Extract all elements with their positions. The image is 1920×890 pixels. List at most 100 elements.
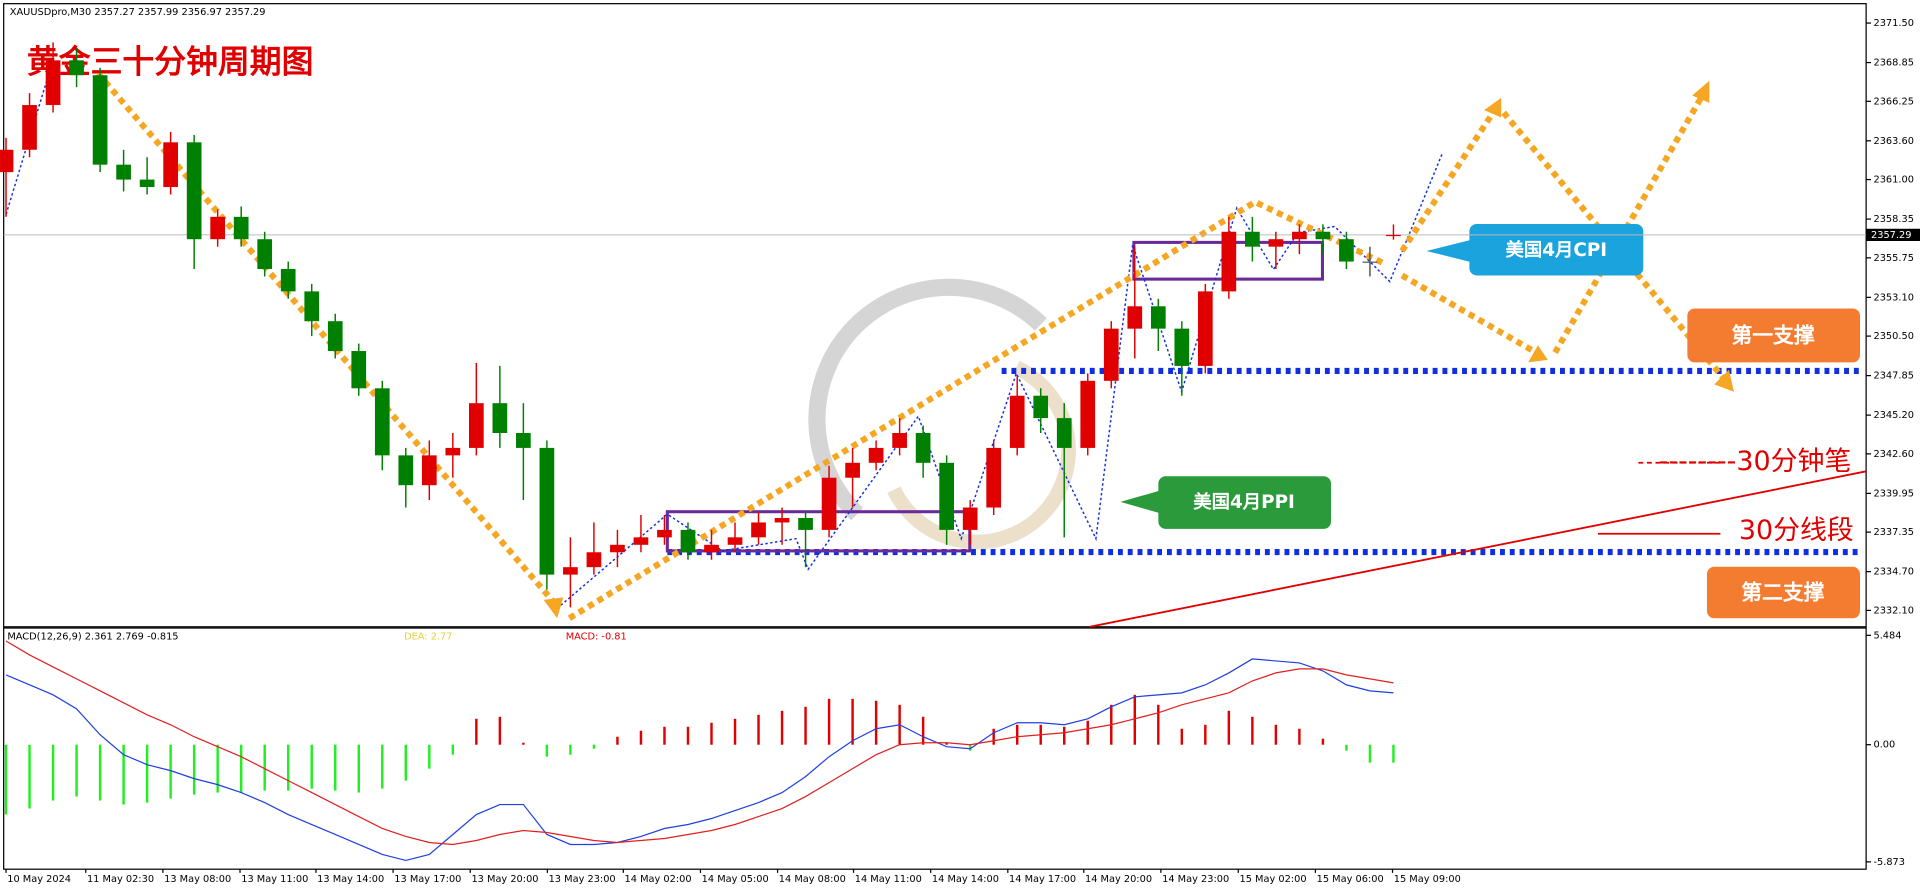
x-tick-label: 15 May 09:00 (1394, 874, 1461, 885)
candle-body (139, 179, 155, 188)
candle-body (327, 321, 343, 352)
y-tick-label: 2353.10 (1873, 292, 1913, 303)
candle-body (563, 567, 578, 575)
annotation: --------30分钟笔 (1659, 446, 1852, 477)
candle-body (939, 462, 955, 530)
candle-body (1150, 306, 1166, 329)
candle-body (1056, 418, 1072, 448)
candle-body (704, 544, 719, 553)
x-tick-label: 15 May 02:00 (1239, 874, 1306, 885)
candle-body (727, 537, 743, 545)
macd-line (5, 658, 1394, 862)
candle-body (233, 216, 249, 240)
candle-body (116, 164, 131, 180)
candle-body (398, 455, 414, 486)
x-tick-label: 14 May 20:00 (1085, 874, 1152, 885)
macd-panel (3, 627, 1867, 870)
candle-body (1080, 380, 1096, 448)
candle-body (351, 351, 367, 389)
candle-body (610, 544, 625, 553)
candle-body (22, 105, 37, 150)
candle-body (163, 142, 178, 188)
candle-body (1315, 231, 1331, 240)
x-tick-label: 15 May 06:00 (1317, 874, 1384, 885)
candle-body (915, 433, 931, 463)
callout-box (1706, 566, 1860, 619)
candle-body (586, 552, 602, 568)
candle-body (0, 149, 14, 173)
candle-body (468, 403, 484, 448)
y-tick-label: 5.484 (1873, 630, 1901, 641)
y-tick-label: 2334.70 (1873, 567, 1913, 578)
candle-body (657, 529, 672, 538)
x-tick-label: 14 May 11:00 (855, 874, 922, 885)
callout-pointer (1426, 238, 1476, 264)
y-tick-label: 2368.85 (1873, 58, 1913, 69)
x-tick-label: 13 May 23:00 (549, 874, 616, 885)
candle-body (45, 60, 61, 106)
y-tick-label: 2332.10 (1873, 605, 1913, 616)
x-tick-label: 13 May 11:00 (241, 874, 308, 885)
x-tick-label: 13 May 17:00 (394, 874, 461, 885)
candle-body (1197, 291, 1213, 366)
candle-body (1127, 306, 1143, 329)
y-tick-label: -5.873 (1873, 857, 1905, 868)
callout-text: 美国4月PPI (1193, 491, 1295, 513)
callout-pointer (1120, 489, 1164, 515)
y-tick-label: 2361.00 (1873, 175, 1913, 186)
x-tick-label: 14 May 02:00 (625, 874, 692, 885)
y-tick-label: 2339.95 (1873, 488, 1913, 499)
candle-body (1268, 239, 1284, 247)
x-tick-label: 13 May 14:00 (317, 874, 384, 885)
candle-body (445, 447, 461, 456)
candle-body (892, 433, 907, 448)
candle-body (516, 433, 531, 448)
y-tick-label: 2355.75 (1873, 253, 1913, 264)
candle-body (1386, 234, 1401, 237)
annotation: 30分线段 (1739, 515, 1854, 546)
y-tick-label: 2347.85 (1873, 371, 1913, 382)
candle-body (845, 462, 860, 478)
candle-body (69, 60, 84, 76)
y-tick-label: 2345.20 (1873, 410, 1913, 421)
callout-box (1158, 476, 1332, 529)
x-tick-label: 14 May 08:00 (779, 874, 846, 885)
candle-body (962, 507, 978, 530)
candle-body (1009, 395, 1025, 448)
candle-body (1221, 231, 1237, 292)
candle-body (751, 522, 766, 538)
candle-body (92, 75, 108, 165)
candle-body (821, 477, 837, 530)
x-tick-label: 13 May 08:00 (164, 874, 231, 885)
candle-body (257, 239, 273, 270)
candle-body (798, 517, 813, 530)
header: XAUUSDpro,M30 2357.27 2357.99 2356.97 23… (10, 7, 266, 18)
candle-body (280, 269, 296, 292)
y-tick-label: 2342.60 (1873, 449, 1913, 460)
candle-body (1339, 239, 1354, 262)
current-price-label: 2357.29 (1871, 230, 1911, 241)
x-tick-label: 10 May 2024 (7, 874, 71, 885)
candle-body (633, 537, 649, 545)
candle-body (986, 447, 1002, 508)
candle-body (304, 291, 320, 322)
candle-body (210, 216, 226, 240)
y-tick-label: 2350.50 (1873, 331, 1913, 342)
candle-body (374, 388, 390, 456)
y-tick-label: 0.00 (1873, 740, 1895, 751)
macd-label: MACD(12,26,9) 2.361 2.769 -0.815 (7, 632, 178, 643)
y-tick-label: 2337.35 (1873, 527, 1913, 538)
y-tick-label: 2366.25 (1873, 96, 1913, 107)
candle-body (421, 455, 437, 486)
current-price-tag (1866, 228, 1920, 242)
candle-body (1292, 231, 1307, 240)
macd-value-label: MACD: -0.81 (566, 632, 627, 643)
candle-body (1033, 395, 1049, 419)
segment-line (1089, 470, 1867, 628)
candle-body (680, 529, 696, 553)
macd-line (5, 640, 1394, 846)
x-tick-label: 13 May 20:00 (471, 874, 538, 885)
x-tick-label: 14 May 17:00 (1009, 874, 1076, 885)
y-tick-label: 2358.35 (1873, 214, 1913, 225)
